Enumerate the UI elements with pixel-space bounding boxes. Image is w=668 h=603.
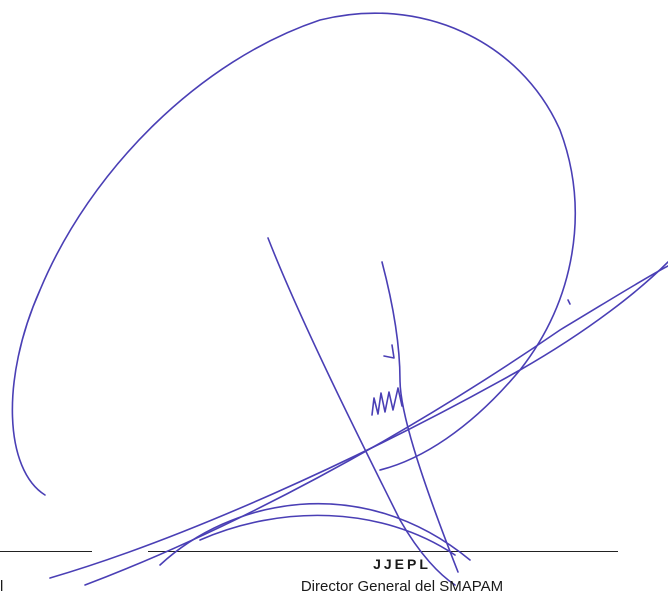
left-edge-text: l <box>0 578 4 595</box>
signature-down-stroke <box>267 237 456 586</box>
signature-vertical-stroke <box>381 261 459 573</box>
signature-tick <box>567 299 571 305</box>
signature-arch <box>159 502 471 566</box>
signature-diagonal-2 <box>84 265 668 586</box>
main-signature-line <box>148 551 618 552</box>
signature-diagonal-1 <box>49 261 668 579</box>
signatory-name: JJEPL <box>373 556 431 572</box>
signature-loop-stroke <box>11 12 576 496</box>
signature-arch-inner <box>199 514 456 556</box>
signatory-role: Director General del SMAPAM <box>300 578 504 595</box>
left-signature-line <box>0 551 92 552</box>
signature-scribble <box>371 387 403 416</box>
signature-hook-stroke <box>383 344 395 359</box>
